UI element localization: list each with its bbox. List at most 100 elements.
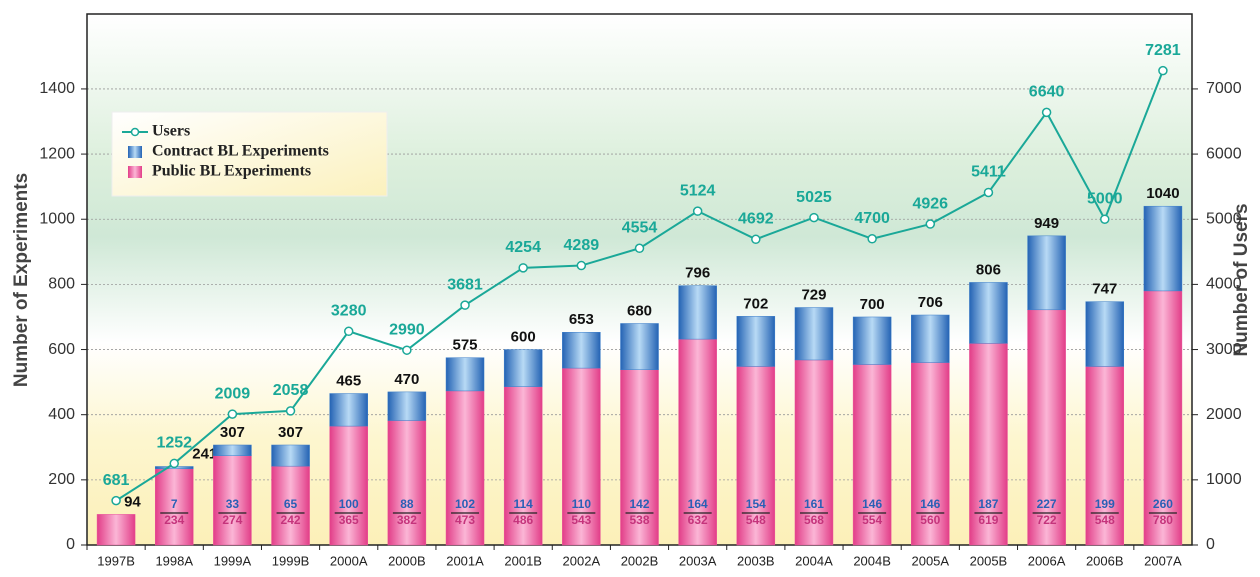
contract-value-label: 110 (572, 497, 592, 511)
y2-tick-label: 2000 (1206, 406, 1242, 423)
bar-segment (736, 316, 776, 367)
total-label: 465 (336, 372, 361, 389)
bar-segment (1143, 205, 1183, 292)
bar-segment (620, 369, 659, 546)
total-label: 470 (394, 371, 419, 388)
total-label: 241 (192, 445, 217, 462)
total-label: 747 (1092, 281, 1117, 298)
contract-value-label: 187 (978, 497, 998, 511)
legend-swatch (128, 146, 142, 158)
y-tick-label: 600 (48, 341, 75, 358)
x-tick-label: 2003A (679, 553, 717, 568)
users-label: 2009 (215, 385, 251, 402)
contract-value-label: 88 (400, 497, 414, 511)
users-label: 6640 (1029, 84, 1065, 101)
users-label: 2058 (273, 382, 309, 399)
public-value-label: 543 (571, 513, 591, 527)
y2-tick-label: 3000 (1206, 341, 1242, 358)
users-point (518, 263, 528, 273)
users-label: 3681 (447, 276, 483, 293)
users-label: 5411 (971, 164, 1006, 181)
bar-segment (445, 357, 485, 392)
users-point (169, 458, 179, 469)
bar-segment (969, 343, 1008, 546)
bar-segment (387, 420, 427, 546)
x-tick-label: 2002B (621, 553, 659, 568)
contract-value-label: 114 (514, 497, 534, 511)
legend-swatch (130, 127, 140, 137)
total-label: 700 (860, 296, 885, 313)
x-tick-label: 2005B (970, 553, 1008, 568)
total-label: 729 (801, 286, 826, 303)
y2-tick-label: 7000 (1206, 80, 1242, 97)
total-label: 949 (1034, 215, 1059, 232)
contract-value-label: 260 (1153, 497, 1173, 511)
users-label: 5025 (796, 189, 832, 206)
public-value-label: 722 (1037, 513, 1057, 527)
users-label: 4700 (854, 210, 890, 227)
legend-swatch (128, 166, 142, 178)
total-label: 307 (278, 424, 303, 441)
y2-tick-label: 0 (1206, 536, 1215, 553)
y-tick-label: 1400 (39, 80, 75, 97)
total-label: 806 (976, 261, 1001, 278)
users-label: 681 (103, 472, 130, 489)
users-label: 1252 (156, 435, 192, 452)
bar-segment (911, 362, 950, 546)
bar-segment (852, 316, 892, 365)
x-tick-label: 1998A (155, 553, 193, 568)
total-label: 600 (511, 329, 536, 346)
bar-segment (271, 444, 310, 467)
total-label: 702 (743, 295, 768, 312)
users-label: 5000 (1087, 190, 1123, 207)
y2-tick-label: 1000 (1206, 471, 1242, 488)
bar-segment (503, 386, 543, 546)
users-point (1158, 65, 1168, 76)
bar-segment (445, 390, 485, 546)
bar-segment (213, 444, 252, 456)
x-tick-label: 2001A (446, 553, 484, 568)
legend-label: Public BL Experiments (152, 163, 311, 180)
legend-label: Contract BL Experiments (152, 143, 329, 160)
users-label: 5124 (680, 182, 716, 199)
bar-segment (678, 285, 717, 340)
contract-value-label: 7 (171, 497, 178, 511)
bar-segment (852, 364, 892, 546)
bar-segment (1085, 366, 1125, 546)
users-point (983, 187, 994, 198)
public-value-label: 382 (397, 513, 417, 527)
users-point (1100, 214, 1110, 224)
users-label: 7281 (1145, 42, 1181, 59)
contract-value-label: 164 (688, 497, 708, 511)
public-value-label: 554 (862, 513, 882, 527)
bar-segment (1085, 301, 1125, 367)
y-tick-label: 1200 (39, 145, 75, 162)
x-tick-label: 2002A (563, 553, 601, 568)
public-value-label: 242 (281, 513, 301, 527)
y2-tick-label: 5000 (1206, 210, 1242, 227)
legend-label: Users (152, 123, 190, 140)
public-value-label: 632 (688, 513, 708, 527)
bar-segment (387, 391, 427, 421)
users-point (111, 495, 121, 506)
total-label: 796 (685, 265, 710, 282)
bar-segment (969, 282, 1008, 344)
public-value-label: 234 (164, 513, 184, 527)
contract-value-label: 146 (862, 497, 882, 511)
public-value-label: 548 (1095, 513, 1115, 527)
total-label: 680 (627, 302, 652, 319)
public-value-label: 274 (222, 513, 242, 527)
y-tick-label: 400 (48, 406, 75, 423)
x-tick-label: 2007A (1144, 553, 1182, 568)
public-value-label: 473 (455, 513, 475, 527)
users-point (285, 406, 296, 416)
x-tick-label: 2004B (853, 553, 891, 568)
total-label: 1040 (1146, 185, 1179, 202)
contract-value-label: 142 (629, 497, 649, 511)
bar-segment (562, 367, 601, 546)
users-point (227, 409, 238, 419)
users-label: 4926 (912, 195, 948, 212)
contract-value-label: 227 (1037, 497, 1057, 511)
bar-segment (503, 349, 543, 387)
